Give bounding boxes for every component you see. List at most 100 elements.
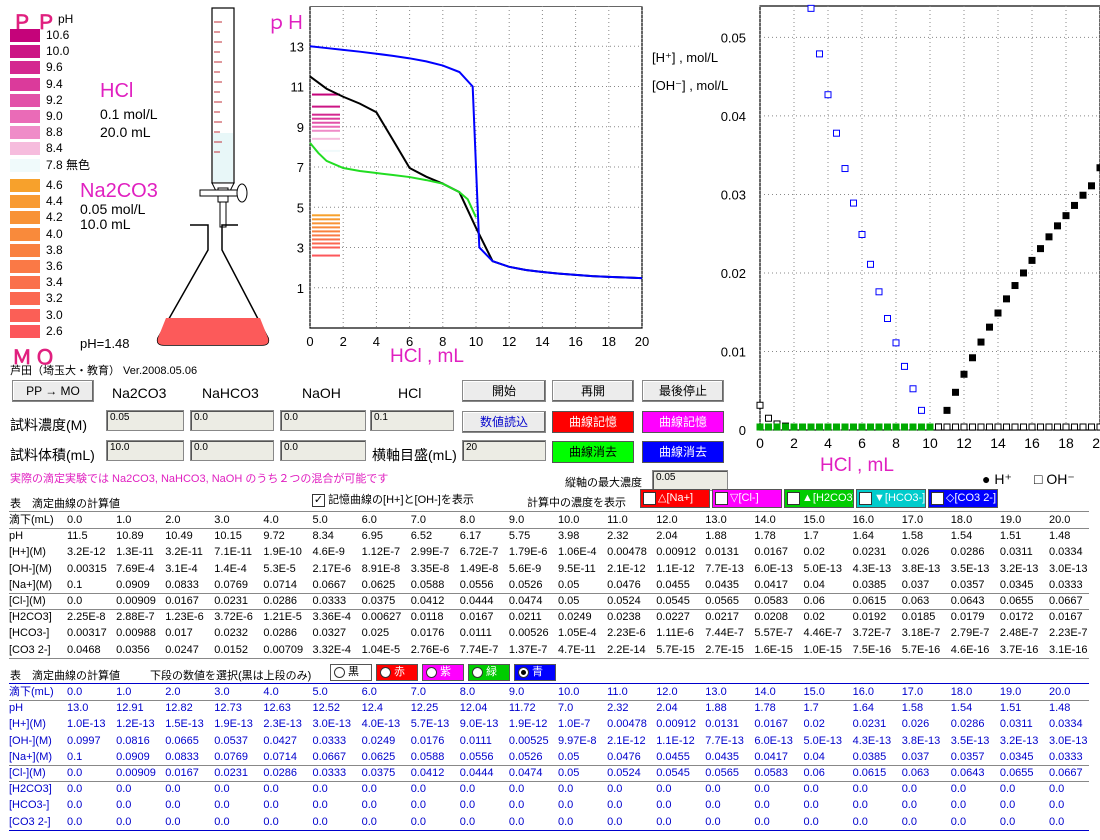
stop-button[interactable]: 最後停止 xyxy=(642,380,724,402)
species-checkbox[interactable] xyxy=(715,491,728,505)
table-cell: 0.04 xyxy=(803,578,825,591)
conc-point-3 xyxy=(850,423,857,431)
color-option-1[interactable]: 赤 xyxy=(376,664,418,681)
memory-display-checkbox-group[interactable]: ✓ 記憶曲線の[H+]と[OH-]を表示 xyxy=(312,491,474,507)
erase-curve-green-button[interactable]: 曲線消去 xyxy=(552,441,634,463)
conc-point-1 xyxy=(824,91,832,99)
pp-color-swatch xyxy=(10,93,40,107)
table-cell: 0.0556 xyxy=(459,750,494,763)
na2co3-volume-input[interactable]: 10.0 xyxy=(106,440,184,461)
color-option-4[interactable]: 青 xyxy=(514,664,556,681)
table-cell: 0.0714 xyxy=(263,578,298,591)
memory-display-checkbox[interactable]: ✓ xyxy=(312,493,325,507)
species-toggle-0[interactable]: △[Na+] xyxy=(640,489,710,508)
table-cell: 3.0E-13 xyxy=(312,718,352,731)
pp-to-mo-button[interactable]: PP → MO xyxy=(12,380,94,402)
table-cell: 0.0655 xyxy=(999,595,1034,607)
table-cell: 0.05 xyxy=(558,767,580,779)
conc-point-3 xyxy=(867,423,874,431)
radio-button[interactable] xyxy=(426,666,437,678)
naoh-conc-input[interactable]: 0.0 xyxy=(280,410,366,431)
table-cell: 20.0 xyxy=(1049,686,1071,698)
pp-title: ＰＰ xyxy=(12,12,60,34)
radio-button[interactable] xyxy=(334,666,345,678)
table-cell: 13.0 xyxy=(705,514,727,526)
table-cell: 0.0 xyxy=(165,783,181,796)
species-toggle-3[interactable]: ▼[HCO3-] xyxy=(856,489,926,508)
table-cell: 0.02 xyxy=(803,718,825,731)
table-cell: 0.0 xyxy=(999,815,1016,828)
conc-point-2 xyxy=(765,414,772,422)
table-cell: 0.0 xyxy=(656,815,672,828)
table-cell: 0.0 xyxy=(214,783,230,796)
conc-point-2 xyxy=(1096,423,1100,431)
table-cell: 0.0444 xyxy=(459,595,494,607)
species-checkbox[interactable] xyxy=(859,491,872,505)
table-cell: 1.0E-15 xyxy=(803,643,843,656)
axis-scale-input[interactable]: 20 xyxy=(462,440,546,461)
col-header-na2co3: Na2CO3 xyxy=(112,385,167,401)
table-cell: 0.0583 xyxy=(754,595,789,607)
max-conc-input[interactable]: 0.05 xyxy=(652,470,728,491)
naoh-volume-input[interactable]: 0.0 xyxy=(280,440,366,461)
conc-point-1 xyxy=(816,50,823,58)
color-option-0[interactable]: 黒 xyxy=(330,664,372,681)
table-cell: 0.0 xyxy=(803,815,819,828)
table-cell: 0.0 xyxy=(116,799,132,812)
na2co3-conc-input[interactable]: 0.05 xyxy=(106,410,184,431)
nahco3-volume-input[interactable]: 0.0 xyxy=(190,440,274,461)
legend-oh: □ OH⁻ xyxy=(1034,471,1075,487)
resume-button[interactable]: 再開 xyxy=(552,380,634,402)
table-cell: 0.0816 xyxy=(116,734,150,747)
table-cell: 0.0714 xyxy=(263,750,298,763)
table-cell: 10.15 xyxy=(214,530,242,543)
radio-button[interactable] xyxy=(518,666,529,678)
table-cell: 9.97E-8 xyxy=(558,734,597,747)
conc-chart-xlabel: HCl , mL xyxy=(820,455,894,476)
table-cell: 0.0375 xyxy=(361,767,396,779)
memory-curve-red-button[interactable]: 曲線記憶 xyxy=(552,411,634,433)
table-cell: 0.0 xyxy=(852,783,868,796)
table-cell: 18.0 xyxy=(950,686,973,698)
table-cell: 1.0E-7 xyxy=(558,718,591,731)
pp-color-swatch xyxy=(10,45,40,59)
table-divider xyxy=(9,683,1089,684)
species-label: ▲[H2CO3] xyxy=(802,492,854,504)
conc-point-0 xyxy=(952,388,959,396)
nahco3-conc-input[interactable]: 0.0 xyxy=(190,410,274,431)
table-cell: 7.0 xyxy=(410,686,426,698)
radio-button[interactable] xyxy=(380,666,391,678)
pp-color-swatch xyxy=(10,29,40,42)
species-checkbox[interactable] xyxy=(787,491,800,505)
table-cell: 1.7 xyxy=(803,702,819,715)
species-toggle-2[interactable]: ▲[H2CO3] xyxy=(784,489,854,508)
table-cell: 0.0583 xyxy=(754,767,789,779)
hcl-conc-input[interactable]: 0.1 xyxy=(370,410,454,431)
conc-point-2 xyxy=(977,423,985,431)
mo-color-swatch xyxy=(10,227,40,241)
mo-band xyxy=(312,246,340,249)
table-row: [HCO3-] 0.00317 0.00988 0.017 0.0232 0.0286 0.… xyxy=(9,625,1089,641)
color-option-2[interactable]: 紫 xyxy=(422,664,464,681)
species-checkbox[interactable] xyxy=(643,491,656,505)
radio-button[interactable] xyxy=(472,666,483,678)
table-cell: 0.06 xyxy=(803,595,825,607)
ph-x-tick: 2 xyxy=(340,334,347,349)
erase-curve-blue-button[interactable]: 曲線消去 xyxy=(642,441,724,463)
species-toggle-4[interactable]: ◇[CO3 2-] xyxy=(928,489,998,508)
row-label: [CO3 2-] xyxy=(9,643,51,656)
color-option-3[interactable]: 緑 xyxy=(468,664,510,681)
species-checkbox[interactable] xyxy=(931,491,944,505)
species-toggle-1[interactable]: ▽[Cl-] xyxy=(712,489,782,508)
table-cell: 4.3E-13 xyxy=(852,562,892,575)
read-values-button[interactable]: 数値読込 xyxy=(462,411,546,433)
table-cell: 9.0 xyxy=(508,514,525,526)
table-cell: 0.00627 xyxy=(361,611,402,624)
table-cell: 1.48 xyxy=(1049,702,1071,715)
table-cell: 0.0 xyxy=(607,783,623,796)
table-cell: 0.0167 xyxy=(165,595,199,607)
table-cell: 2.17E-6 xyxy=(312,562,352,575)
start-button[interactable]: 開始 xyxy=(462,380,546,402)
memory-curve-magenta-button[interactable]: 曲線記憶 xyxy=(642,411,724,433)
mo-band xyxy=(312,234,340,237)
